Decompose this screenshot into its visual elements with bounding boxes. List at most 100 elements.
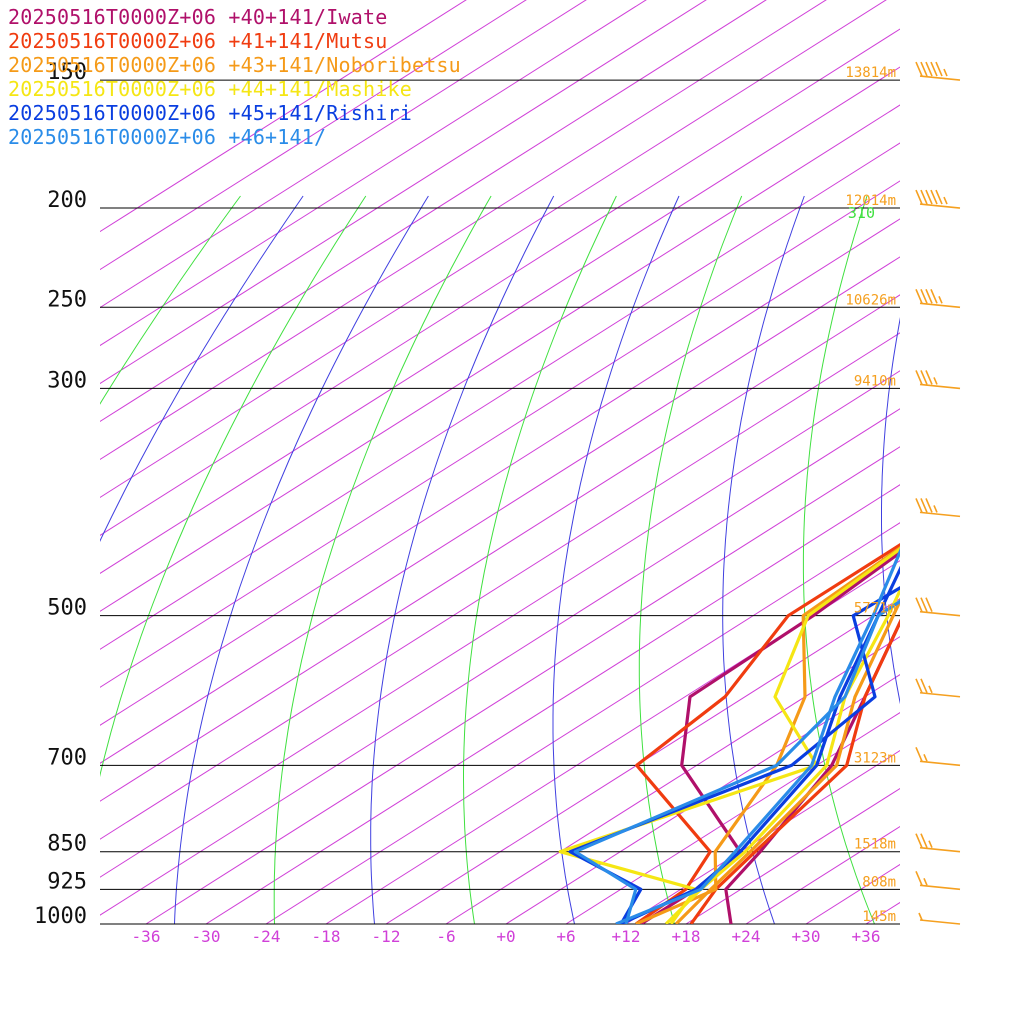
isotherm-line [385, 598, 900, 924]
temperature-tick-label: -6 [436, 927, 455, 946]
wind-barb-feather [925, 370, 933, 385]
wind-barb-feather [915, 288, 923, 304]
dry-adiabat-line [100, 195, 241, 405]
wind-barb-feather [925, 288, 933, 304]
height-label: 3123m [854, 750, 896, 766]
legend-entry: 20250516T0000Z+06 +43+141/Noboribetsu [8, 53, 461, 77]
wind-barb-feather [915, 61, 923, 77]
wind-barb-feather [920, 189, 928, 205]
dewpoint-line [640, 550, 900, 924]
wind-barb-feather [920, 597, 928, 612]
wind-barb-feather [925, 597, 933, 612]
wind-barb-feather [935, 189, 943, 205]
dry-adiabat-line [722, 195, 805, 924]
isotherm-line [100, 0, 767, 423]
wind-barb-staff [919, 884, 961, 891]
wind-barb-feather [925, 498, 933, 513]
isotherm-line [265, 522, 900, 924]
dry-adiabat-line [463, 195, 617, 924]
legend-entry: 20250516T0000Z+06 +45+141/Rishiri [8, 101, 412, 125]
wind-barb-staff [919, 919, 961, 925]
height-label: 808m [862, 874, 896, 890]
wind-barb-staff [919, 691, 961, 698]
legend-entry: 20250516T0000Z+06 +46+141/ [8, 125, 326, 149]
wind-barb-half-feather [923, 754, 928, 762]
temperature-tick-label: -18 [312, 927, 341, 946]
isotherm-line [100, 142, 900, 650]
dewpoint-line [568, 585, 900, 924]
wind-barb-feather [915, 597, 923, 612]
wind-barb [915, 833, 961, 853]
wind-barb-feather [920, 370, 928, 385]
wind-barb-feather [915, 189, 923, 205]
dewpoint-line [635, 545, 900, 924]
wind-barb-feather [925, 189, 933, 205]
wind-barb [915, 597, 961, 617]
wind-barb [915, 288, 961, 309]
dry-adiabat-line [370, 195, 555, 924]
wind-barb-feather [935, 61, 943, 77]
temperature-tick-label: +0 [496, 927, 515, 946]
wind-barbs [915, 61, 961, 925]
isotherm-line [625, 749, 900, 924]
dry-adiabat-line [174, 195, 429, 924]
pressure-label: 850 [47, 832, 87, 857]
isotherm-line [865, 901, 900, 924]
wind-barb-feather [915, 678, 923, 694]
temperature-line [689, 618, 900, 924]
temperature-tick-label: -24 [252, 927, 281, 946]
wind-barb-half-feather [943, 196, 948, 205]
temperature-tick-label: -36 [132, 927, 161, 946]
legend-entry: 20250516T0000Z+06 +41+141/Mutsu [8, 29, 387, 53]
isotherm-line [100, 0, 467, 233]
wind-barb-half-feather [918, 912, 923, 921]
isotherm-line [100, 294, 900, 802]
wind-barb [918, 912, 961, 925]
wind-barb-staff [919, 75, 961, 81]
wind-barb-feather [920, 833, 928, 849]
height-label: 12014m [845, 193, 896, 209]
pressure-label: 700 [47, 745, 87, 770]
dewpoint-line [573, 599, 900, 924]
temperature-line [620, 565, 900, 924]
wind-barb-staff [919, 610, 961, 617]
wind-barb-feather [915, 833, 923, 849]
dry-adiabat-lines [100, 195, 1024, 924]
temperature-line [615, 547, 900, 924]
isotherm-line [100, 0, 527, 271]
isotherm-line [100, 0, 827, 461]
height-label: 145m [862, 909, 896, 925]
isotherm-line [926, 0, 1024, 924]
wind-barb-staff [919, 203, 961, 209]
isotherm-line [100, 104, 900, 612]
isotherm-line [100, 0, 647, 347]
wind-barb-half-feather [943, 68, 948, 77]
temperature-tick-label: +12 [612, 927, 641, 946]
height-label: 10626m [845, 292, 896, 308]
pressure-label: 500 [47, 596, 87, 621]
dry-adiabat-line [552, 195, 680, 924]
temperature-tick-label: -12 [372, 927, 401, 946]
pressure-label: 300 [47, 368, 87, 393]
temperature-line [674, 597, 900, 924]
isotherm-line [445, 636, 900, 924]
wind-barb-staff [919, 511, 961, 518]
isotherm-line [100, 0, 587, 309]
wind-barb-feather [930, 189, 938, 205]
wind-barb-feather [915, 747, 923, 762]
temperature-tick-label: +24 [732, 927, 761, 946]
isotherm-line [100, 0, 707, 385]
wind-barb-staff [919, 383, 961, 390]
isotherm-line [100, 0, 887, 499]
temperature-line [724, 618, 900, 924]
dry-adiabat-line [100, 195, 367, 778]
isotherm-line [145, 446, 900, 924]
dry-adiabat-line [273, 195, 492, 924]
temperature-tick-label: -30 [192, 927, 221, 946]
wind-barb-feather [920, 61, 928, 77]
wind-barb-half-feather [923, 878, 928, 886]
wind-barb-feather [920, 498, 928, 513]
dry-adiabat-line [957, 196, 1024, 924]
pressure-label: 150 [47, 60, 87, 85]
height-label: 13814m [845, 65, 896, 81]
